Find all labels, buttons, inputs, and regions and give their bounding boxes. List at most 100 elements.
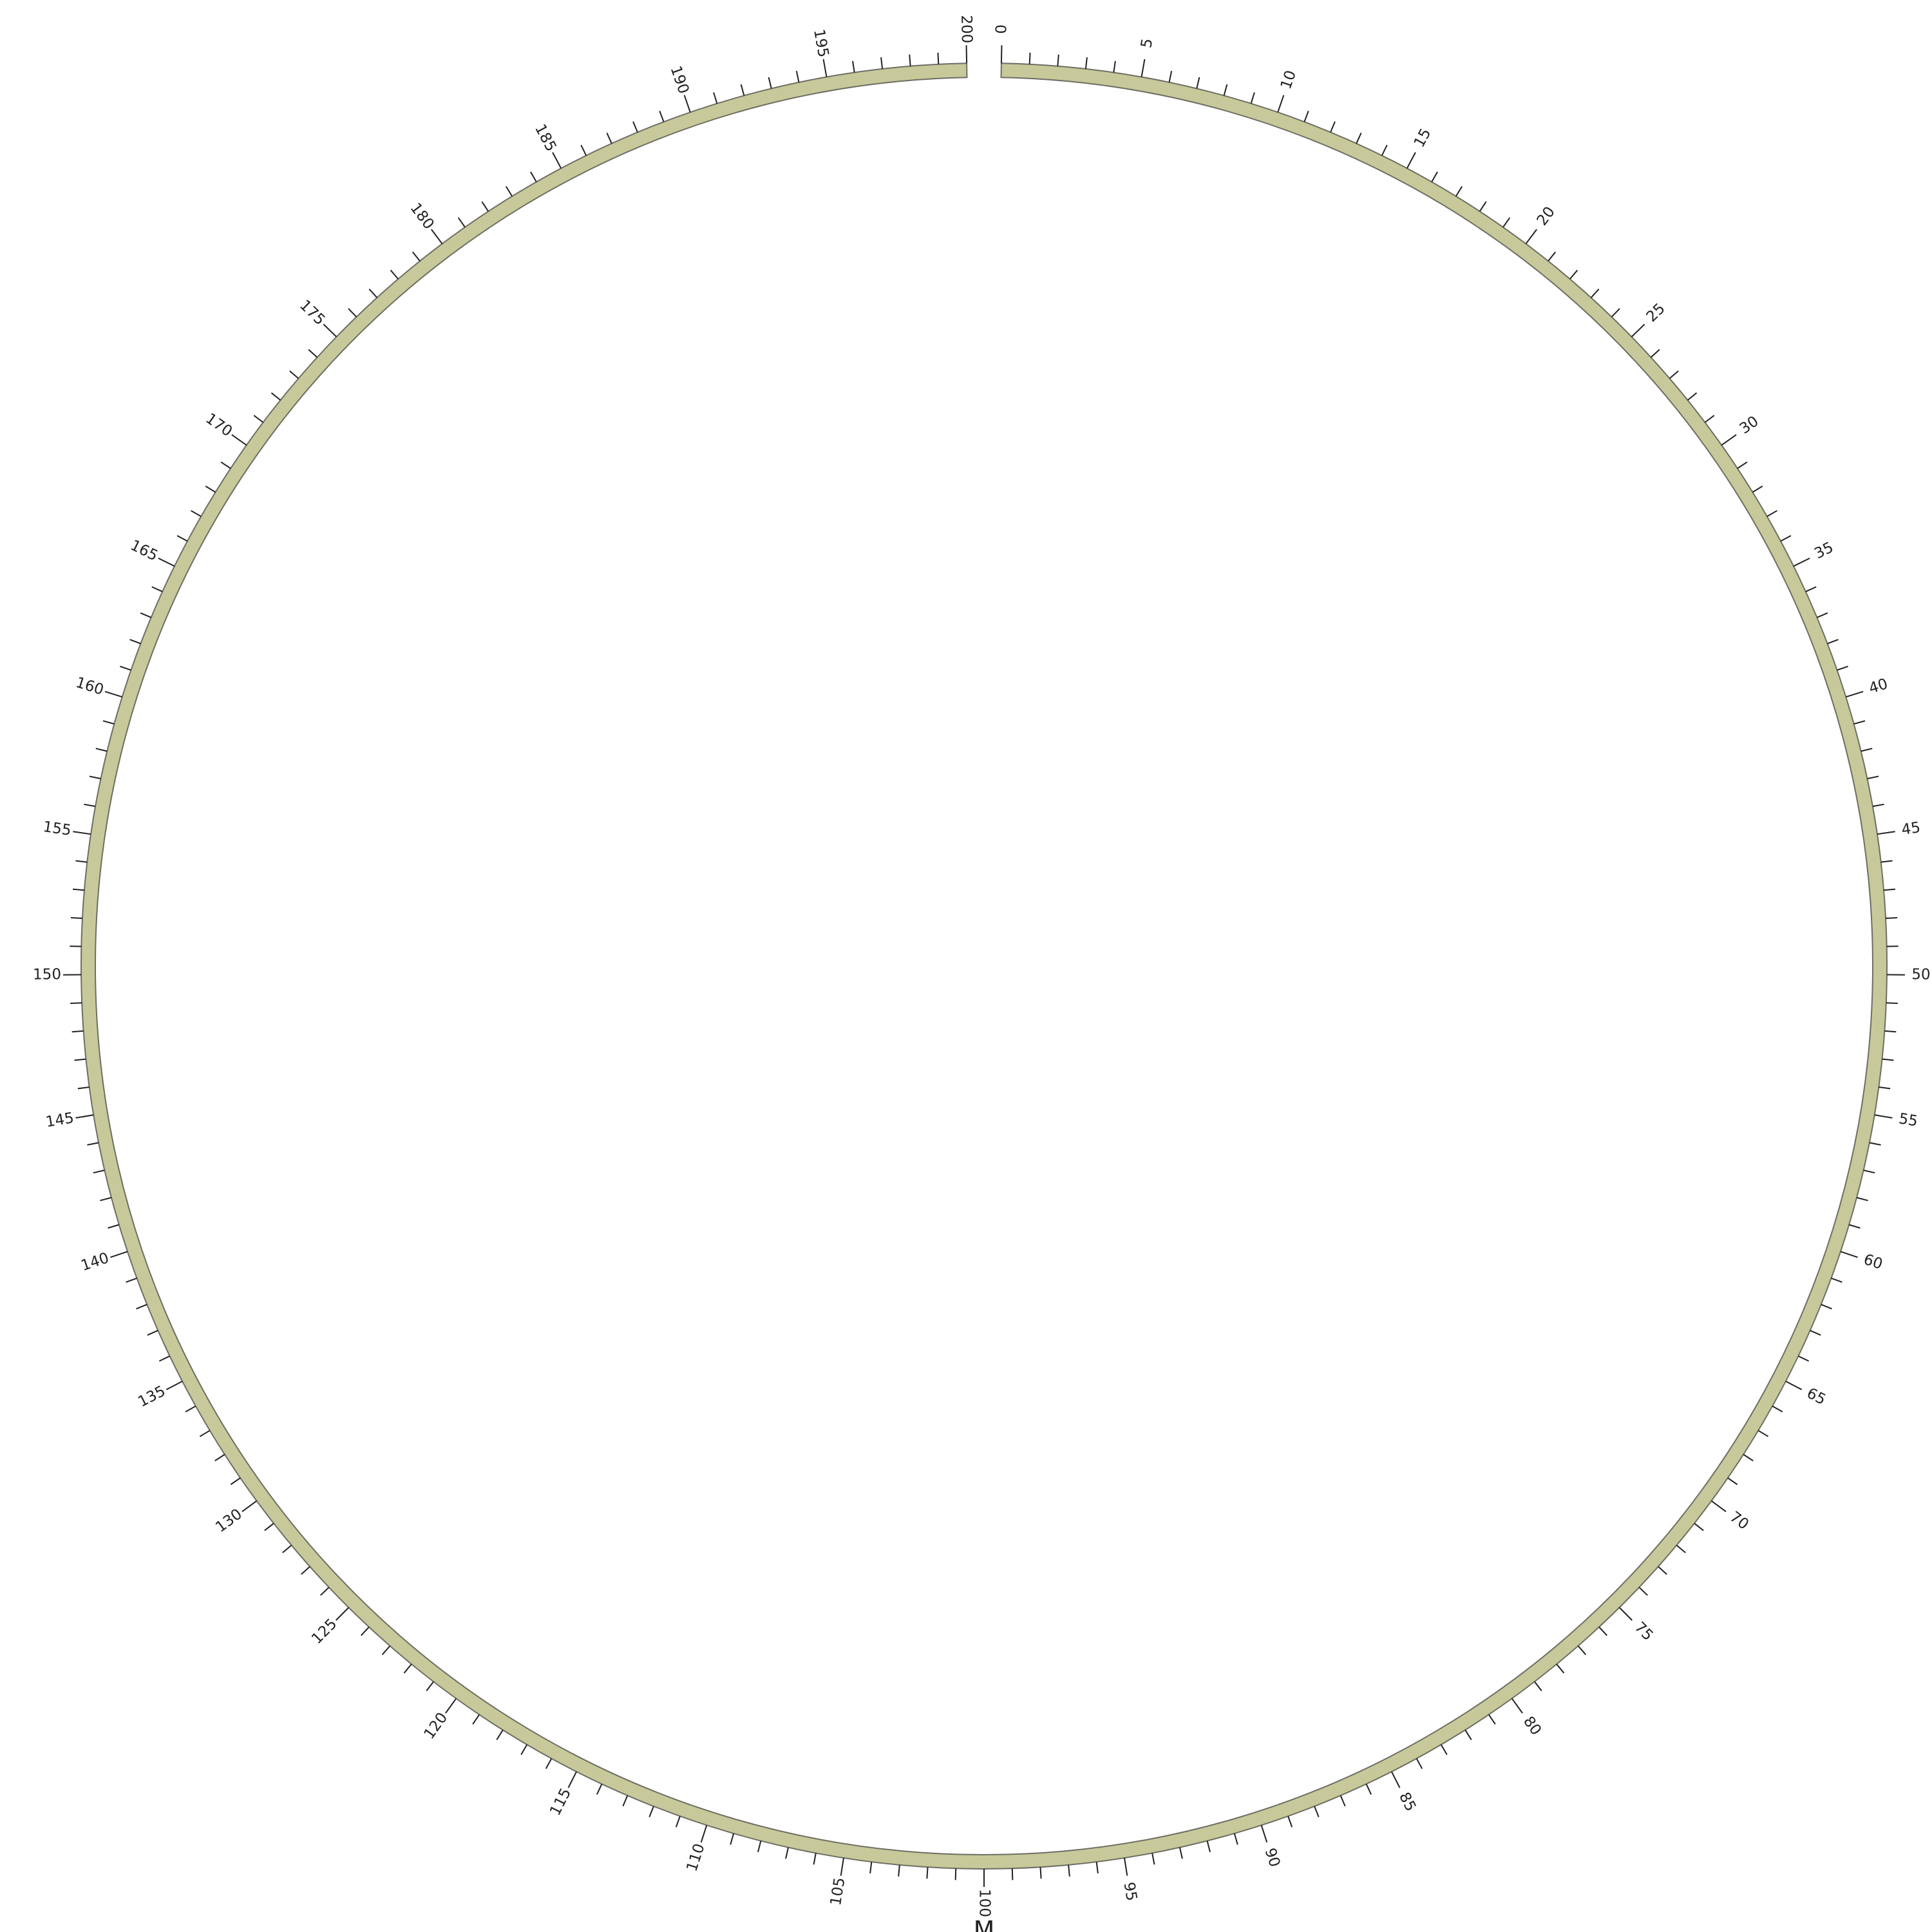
minor-tick bbox=[176, 535, 188, 542]
major-tick bbox=[1124, 1857, 1128, 1876]
minor-tick bbox=[1805, 586, 1817, 592]
tick-label: 135 bbox=[135, 1383, 168, 1410]
minor-tick bbox=[320, 1587, 330, 1596]
major-tick bbox=[1840, 1251, 1858, 1258]
minor-tick bbox=[1431, 171, 1438, 182]
minor-tick bbox=[1151, 1853, 1155, 1865]
minor-tick bbox=[1882, 1058, 1894, 1061]
minor-tick bbox=[1356, 132, 1362, 144]
minor-tick bbox=[426, 1681, 434, 1692]
minor-tick bbox=[880, 57, 884, 70]
minor-tick bbox=[1867, 775, 1879, 780]
major-tick bbox=[104, 690, 123, 698]
minor-tick bbox=[120, 665, 131, 671]
minor-tick bbox=[1827, 639, 1839, 645]
minor-tick bbox=[158, 1355, 171, 1362]
tick-label: 170 bbox=[202, 410, 235, 440]
minor-tick bbox=[1872, 803, 1884, 808]
major-tick bbox=[840, 1857, 844, 1876]
minor-tick bbox=[147, 1330, 158, 1336]
minor-tick bbox=[1863, 1170, 1875, 1174]
minor-tick bbox=[740, 84, 745, 96]
major-tick bbox=[73, 831, 91, 835]
minor-tick bbox=[1502, 217, 1511, 228]
minor-tick bbox=[1455, 185, 1463, 197]
minor-tick bbox=[1831, 1277, 1842, 1283]
minor-tick bbox=[1821, 1303, 1832, 1310]
minor-tick bbox=[1884, 1030, 1897, 1033]
tick-label: 150 bbox=[33, 966, 61, 983]
minor-tick bbox=[1848, 1224, 1861, 1229]
minor-tick bbox=[360, 1626, 370, 1636]
minor-tick bbox=[1669, 370, 1679, 379]
minor-tick bbox=[390, 269, 399, 279]
tick-label: 0 bbox=[993, 24, 1010, 34]
minor-tick bbox=[1752, 485, 1763, 493]
tick-label: 55 bbox=[1898, 1110, 1919, 1130]
minor-tick bbox=[1084, 57, 1088, 70]
minor-tick bbox=[632, 121, 638, 133]
minor-tick bbox=[75, 860, 88, 863]
minor-tick bbox=[1694, 1522, 1704, 1531]
minor-tick bbox=[412, 251, 421, 261]
minor-tick bbox=[1416, 1758, 1423, 1769]
tick-label: 145 bbox=[44, 1110, 75, 1131]
tick-label: 10 bbox=[1278, 68, 1300, 91]
major-tick bbox=[335, 1607, 350, 1621]
minor-tick bbox=[496, 1729, 504, 1741]
minor-tick bbox=[622, 1795, 629, 1807]
minor-tick bbox=[1168, 70, 1173, 83]
minor-tick bbox=[457, 217, 466, 228]
minor-tick bbox=[520, 1744, 528, 1756]
major-tick bbox=[1511, 1698, 1523, 1714]
minor-tick bbox=[1011, 1868, 1014, 1880]
minor-tick bbox=[1658, 1566, 1667, 1575]
tick-label: 125 bbox=[308, 1616, 340, 1647]
minor-tick bbox=[530, 171, 537, 182]
major-tick bbox=[1721, 434, 1737, 446]
minor-tick bbox=[852, 61, 855, 73]
minor-tick bbox=[220, 461, 231, 469]
major-tick bbox=[552, 152, 562, 169]
minor-tick bbox=[1650, 349, 1660, 358]
minor-tick bbox=[898, 1864, 900, 1877]
minor-tick bbox=[381, 1645, 391, 1655]
tick-label: 130 bbox=[213, 1506, 245, 1536]
minor-tick bbox=[472, 1714, 480, 1725]
minor-tick bbox=[795, 70, 800, 83]
minor-tick bbox=[505, 185, 513, 197]
minor-tick bbox=[289, 370, 299, 379]
major-tick bbox=[1260, 1824, 1268, 1843]
minor-tick bbox=[282, 1544, 292, 1553]
minor-tick bbox=[1287, 1815, 1293, 1828]
tick-label: 190 bbox=[667, 64, 692, 96]
minor-tick bbox=[1743, 1454, 1754, 1462]
minor-tick bbox=[659, 111, 665, 122]
minor-tick bbox=[869, 1861, 873, 1874]
minor-tick bbox=[730, 1833, 735, 1845]
tick-label: 180 bbox=[407, 200, 437, 232]
minor-tick bbox=[1039, 1867, 1042, 1879]
minor-tick bbox=[1856, 1197, 1868, 1202]
major-tick bbox=[1406, 152, 1416, 169]
minor-tick bbox=[95, 748, 108, 752]
minor-tick bbox=[1797, 1355, 1810, 1362]
minor-tick bbox=[675, 1815, 681, 1828]
minor-tick bbox=[102, 720, 115, 725]
minor-tick bbox=[1810, 1330, 1821, 1336]
minor-tick bbox=[1766, 510, 1777, 517]
tick-label: 140 bbox=[79, 1249, 111, 1274]
tick-label: 5 bbox=[1138, 37, 1156, 50]
major-tick bbox=[1793, 557, 1810, 567]
tick-label: 195 bbox=[810, 28, 831, 59]
minor-tick bbox=[1556, 1663, 1565, 1674]
minor-tick bbox=[205, 485, 216, 493]
tick-label: 20 bbox=[1534, 204, 1558, 229]
tick-label: 60 bbox=[1861, 1251, 1884, 1273]
major-tick bbox=[323, 323, 337, 337]
major-tick bbox=[231, 434, 247, 446]
minor-tick bbox=[264, 1522, 274, 1531]
minor-tick bbox=[813, 1853, 817, 1865]
tick-label: 120 bbox=[421, 1710, 451, 1743]
minor-tick bbox=[1179, 1847, 1183, 1859]
